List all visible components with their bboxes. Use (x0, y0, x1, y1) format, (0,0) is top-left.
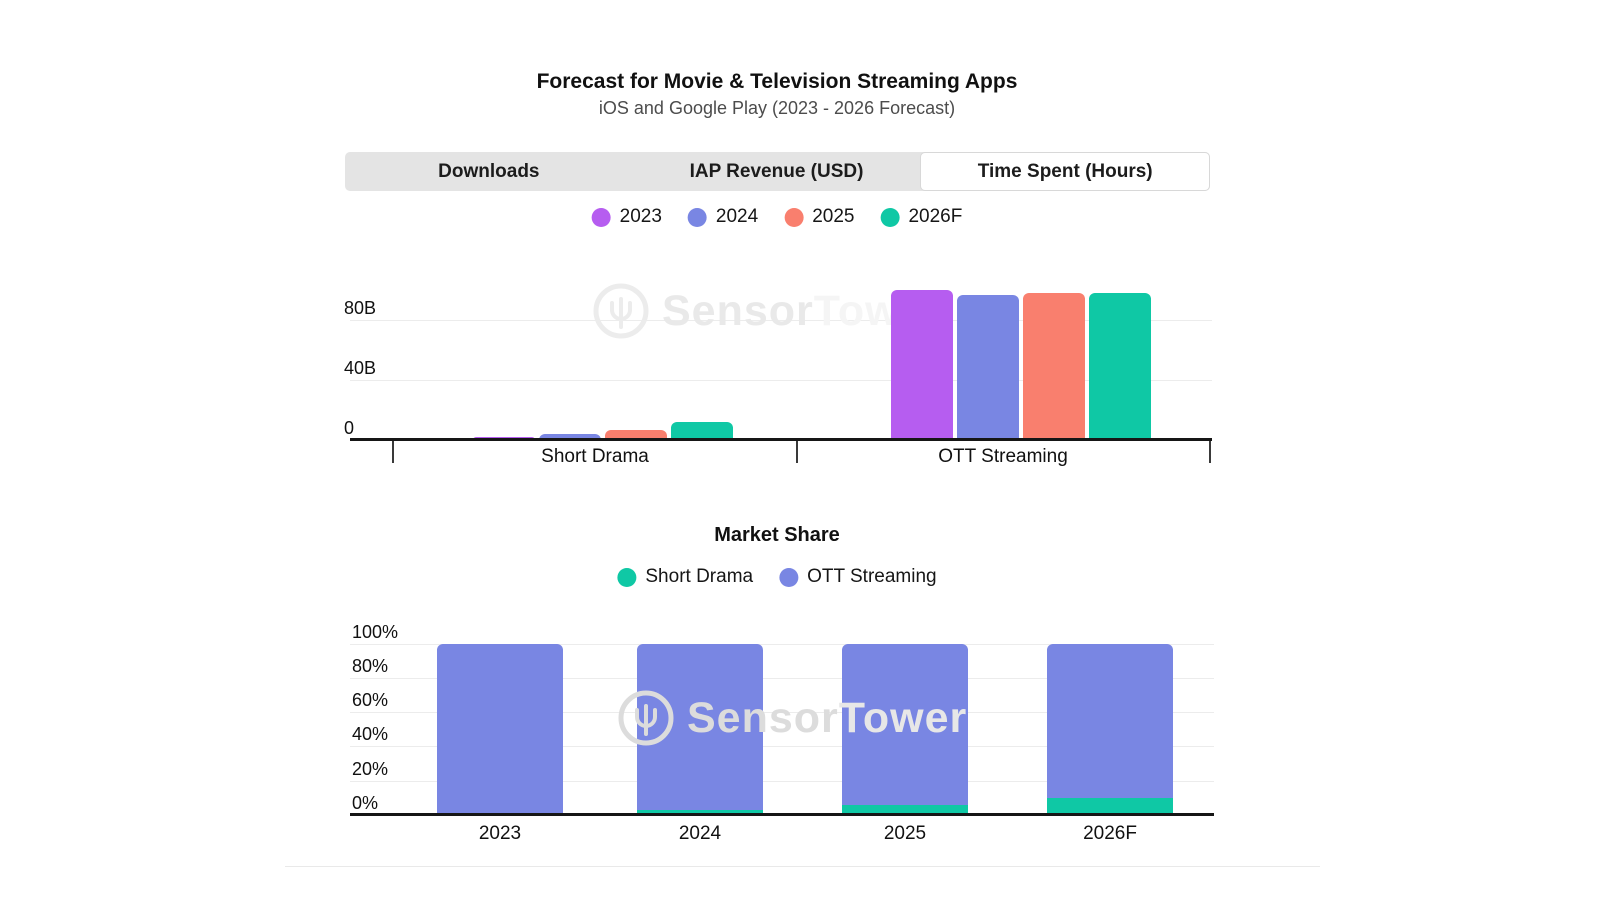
x-axis-label: 2023 (478, 823, 522, 844)
legend-swatch-icon (591, 207, 611, 227)
y-axis-label: 0 (344, 418, 355, 438)
legend-label: 2023 (619, 206, 662, 227)
legend-item-ott-streaming[interactable]: OTT Streaming (779, 566, 937, 588)
y-axis-label: 40B (344, 358, 377, 378)
x-axis-label: 2024 (678, 823, 722, 844)
y-axis-label: 0% (352, 793, 379, 813)
legend-item-2023[interactable]: 2023 (591, 206, 662, 228)
axis-tick (796, 441, 798, 463)
y-axis-label: 80B (344, 298, 377, 318)
y-axis-label: 60% (352, 690, 389, 711)
bar-segment-2024-short-drama[interactable] (637, 809, 763, 815)
legend-swatch-icon (784, 207, 804, 227)
market-share-legend: Short Drama OTT Streaming (617, 566, 937, 588)
bar-short-drama-2023[interactable] (473, 437, 535, 440)
legend-swatch-icon (779, 567, 799, 587)
sensor-tower-watermark: SensorTower (592, 282, 942, 340)
legend-swatch-icon (687, 207, 707, 227)
legend-label: 2024 (715, 206, 759, 227)
bar-segment-2023-ott-streaming[interactable] (437, 643, 563, 814)
y-axis-label: 20% (352, 758, 389, 779)
bar-segment-2025-short-drama[interactable] (842, 804, 968, 815)
bar-short-drama-2024[interactable] (539, 434, 601, 440)
legend-item-2026f[interactable]: 2026F (880, 206, 962, 228)
page-title: Forecast for Movie & Television Streamin… (536, 70, 1018, 93)
y-axis-label: 100% (352, 621, 399, 642)
time-spent-legend: 2023 2024 2025 2026F (591, 206, 962, 228)
legend-swatch-icon (880, 207, 900, 227)
bar-short-drama-2025[interactable] (605, 429, 667, 440)
x-axis-label: 2026F (1083, 823, 1137, 844)
tab-iap-revenue[interactable]: IAP Revenue (USD) (689, 160, 864, 182)
category-label: OTT Streaming (938, 446, 1068, 467)
legend-label: 2026F (908, 206, 963, 227)
legend-item-2024[interactable]: 2024 (687, 206, 759, 228)
watermark-text-bold: Sensor (662, 286, 814, 335)
legend-label: Short Drama (645, 566, 754, 587)
bar-segment-2025-ott-streaming[interactable] (842, 643, 968, 805)
metric-tab-bar: Downloads IAP Revenue (USD) Time Spent (… (345, 152, 1211, 191)
bar-segment-2023-short-drama[interactable] (437, 813, 563, 815)
legend-item-2025[interactable]: 2025 (784, 206, 854, 228)
sensor-tower-logo-icon (593, 283, 649, 339)
bar-short-drama-2026f[interactable] (671, 422, 733, 440)
axis-tick (392, 441, 394, 463)
y-axis-label: 80% (352, 655, 389, 676)
bar-ott-streaming-2024[interactable] (957, 294, 1019, 440)
legend-item-short-drama[interactable]: Short Drama (617, 566, 753, 588)
tab-downloads[interactable]: Downloads (438, 160, 540, 182)
bar-segment-2024-ott-streaming[interactable] (637, 643, 763, 810)
bar-segment-2026f-ott-streaming[interactable] (1047, 643, 1173, 798)
y-axis-label: 40% (352, 724, 389, 745)
bar-ott-streaming-2023[interactable] (891, 290, 953, 440)
category-label: Short Drama (541, 446, 649, 467)
legend-label: 2025 (812, 206, 855, 227)
tab-time-spent[interactable]: Time Spent (Hours) (920, 152, 1211, 191)
axis-tick (1209, 441, 1211, 463)
footer-divider (285, 866, 1320, 867)
legend-swatch-icon (617, 567, 637, 587)
x-axis-label: 2025 (883, 823, 927, 844)
bar-ott-streaming-2026f[interactable] (1089, 293, 1151, 440)
market-share-title: Market Share (714, 524, 840, 546)
bar-ott-streaming-2025[interactable] (1023, 293, 1085, 440)
bar-segment-2026f-short-drama[interactable] (1047, 797, 1173, 815)
legend-label: OTT Streaming (807, 566, 937, 587)
page-subtitle: iOS and Google Play (2023 - 2026 Forecas… (598, 98, 956, 118)
